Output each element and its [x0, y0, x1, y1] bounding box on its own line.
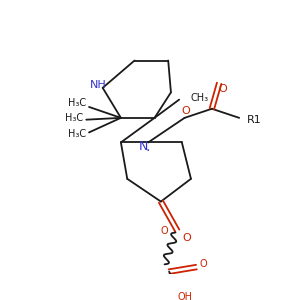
- Text: OH: OH: [178, 292, 193, 300]
- Text: O: O: [161, 226, 168, 236]
- Text: H₃C: H₃C: [68, 98, 86, 108]
- Text: O: O: [218, 84, 227, 94]
- Text: N: N: [139, 140, 148, 154]
- Text: NH: NH: [90, 80, 106, 90]
- Text: H₃C: H₃C: [68, 129, 86, 139]
- Text: H₃C: H₃C: [65, 113, 84, 123]
- Text: O: O: [200, 260, 208, 269]
- Text: R1: R1: [247, 115, 261, 125]
- Text: O: O: [181, 106, 190, 116]
- Text: CH₃: CH₃: [190, 93, 208, 103]
- Text: O: O: [182, 233, 191, 243]
- Text: ·: ·: [145, 144, 149, 158]
